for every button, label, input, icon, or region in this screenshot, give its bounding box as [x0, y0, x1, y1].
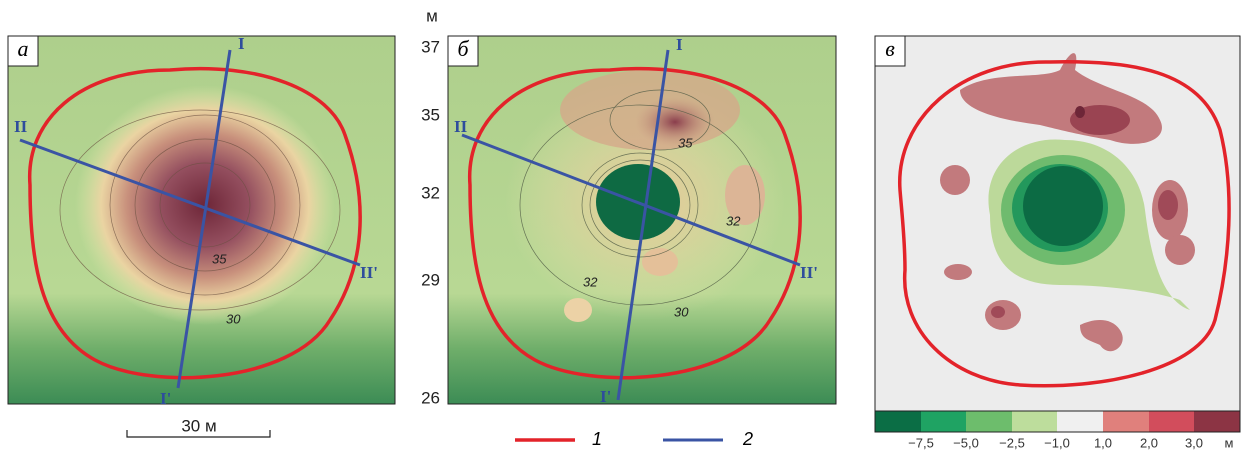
scale-bar-label: 30 м [181, 416, 216, 435]
panel-a [8, 36, 395, 404]
profile-label: I [238, 34, 245, 53]
elevation-unit: м [426, 6, 438, 25]
colorbar-label: 3,0 [1185, 435, 1203, 450]
legend-label: 2 [742, 429, 753, 449]
legend-label: 1 [592, 429, 602, 449]
contour-label: 30 [674, 304, 689, 319]
contour-label: 30 [226, 311, 241, 326]
panel-label: б [457, 36, 469, 61]
elevation-tick: 29 [421, 270, 440, 289]
colorbar-unit: м [1225, 435, 1234, 450]
profile-label: I [676, 35, 683, 54]
colorbar-label: −2,5 [999, 435, 1025, 450]
contour-label: 35 [678, 135, 693, 150]
elevation-tick: 37 [421, 37, 440, 56]
contour-label: 35 [212, 251, 227, 266]
profile-label: II' [360, 263, 378, 282]
contour-label: 32 [726, 213, 741, 228]
colorbar-label: −1,0 [1044, 435, 1070, 450]
profile-label: II [454, 117, 468, 136]
contour-label: 32 [583, 274, 598, 289]
profile-label: II' [800, 263, 818, 282]
profile-label: II [14, 117, 28, 136]
elevation-tick: 32 [421, 183, 440, 202]
panel-c [875, 36, 1240, 411]
colorbar-label: −5,0 [953, 435, 979, 450]
colorbar-label: 1,0 [1094, 435, 1112, 450]
colorbar-label: −7,5 [908, 435, 934, 450]
panel-label: в [885, 36, 895, 61]
colorbar-label: 2,0 [1140, 435, 1158, 450]
panel-b [448, 36, 836, 404]
colorbar [875, 411, 1240, 432]
elevation-tick: 26 [421, 388, 440, 407]
profile-label: I' [600, 387, 611, 406]
profile-label: I' [160, 389, 171, 408]
elevation-tick: 35 [421, 105, 440, 124]
figure: а I I' II II' 35 30 30 м м 37 35 32 29 2… [0, 0, 1250, 454]
panel-label: а [18, 36, 29, 61]
